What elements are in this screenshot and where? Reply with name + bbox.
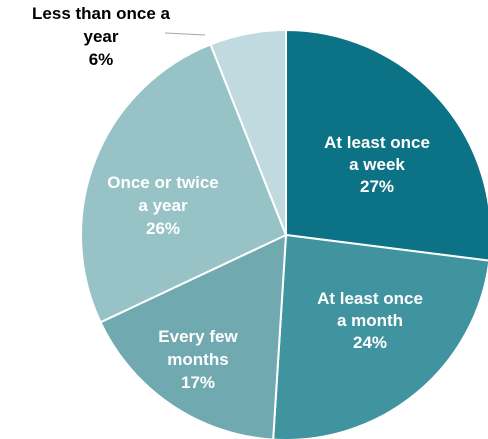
slice-category-label: At least once xyxy=(324,133,430,152)
slice-category-label: a week xyxy=(349,155,405,174)
slice-category-label: Less than once a xyxy=(32,4,170,23)
slice-category-label: Once or twice xyxy=(107,173,218,192)
slice-category-label: year xyxy=(84,27,119,46)
slice-value-label: 17% xyxy=(181,373,215,392)
pie-slice-2 xyxy=(99,233,288,439)
slice-value-label: 27% xyxy=(360,177,394,196)
slice-value-label: 24% xyxy=(353,333,387,352)
slice-category-label: At least once xyxy=(317,289,423,308)
slice-value-label: 26% xyxy=(146,219,180,238)
slice-category-label: a year xyxy=(138,196,188,215)
slice-value-label: 6% xyxy=(89,50,114,69)
slice-category-label: a month xyxy=(337,311,403,330)
pie-slice-3 xyxy=(80,43,288,324)
leader-line xyxy=(164,32,206,36)
pie-slice-4 xyxy=(209,28,287,236)
pie-slice-0 xyxy=(285,28,488,262)
slice-category-label: months xyxy=(167,350,228,369)
slice-category-label: Every few xyxy=(158,327,238,346)
